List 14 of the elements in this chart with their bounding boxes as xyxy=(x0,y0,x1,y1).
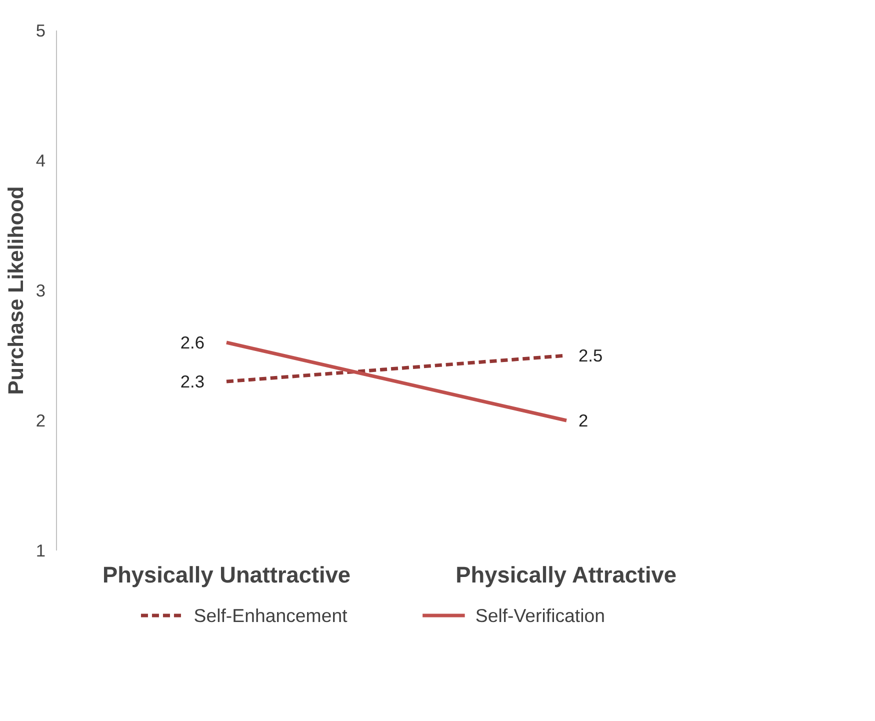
legend-label: Self-Enhancement xyxy=(194,605,348,626)
data-label: 2.6 xyxy=(180,332,205,352)
data-label: 2.3 xyxy=(180,372,205,392)
y-axis-title: Purchase Likelihood xyxy=(4,186,28,395)
y-tick-label: 4 xyxy=(36,150,46,170)
y-tick-label: 1 xyxy=(36,540,46,560)
y-tick-label: 3 xyxy=(36,280,46,300)
data-label: 2 xyxy=(578,410,588,430)
x-tick-label: Physically Attractive xyxy=(456,562,676,588)
y-tick-label: 2 xyxy=(36,410,46,430)
legend-label: Self-Verification xyxy=(475,605,606,626)
data-label: 2.5 xyxy=(578,346,603,366)
x-tick-label: Physically Unattractive xyxy=(102,562,351,588)
y-tick-label: 5 xyxy=(36,20,46,40)
